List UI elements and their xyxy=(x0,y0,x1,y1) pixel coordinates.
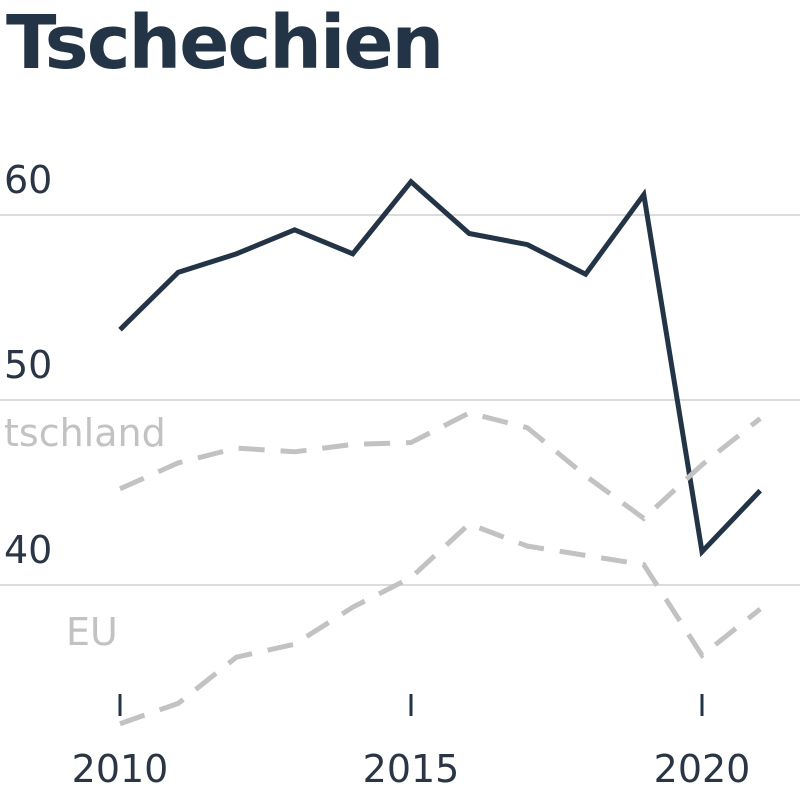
series-label-eu: EU xyxy=(66,610,118,654)
y-tick-label-50: 50 xyxy=(4,343,52,387)
chart-title: Tschechien xyxy=(6,0,444,86)
x-tick-label-2020: 2020 xyxy=(654,747,751,791)
series-line-eu xyxy=(119,521,762,727)
series-line-tschechien xyxy=(118,178,763,558)
x-tick-label-2010: 2010 xyxy=(72,747,169,791)
y-tick-label-60: 60 xyxy=(4,158,52,202)
y-tick-label-40: 40 xyxy=(4,528,52,572)
series-label-tschland: tschland xyxy=(4,411,166,455)
x-tick-label-2015: 2015 xyxy=(363,747,460,791)
series-line-deutschland xyxy=(118,410,762,522)
